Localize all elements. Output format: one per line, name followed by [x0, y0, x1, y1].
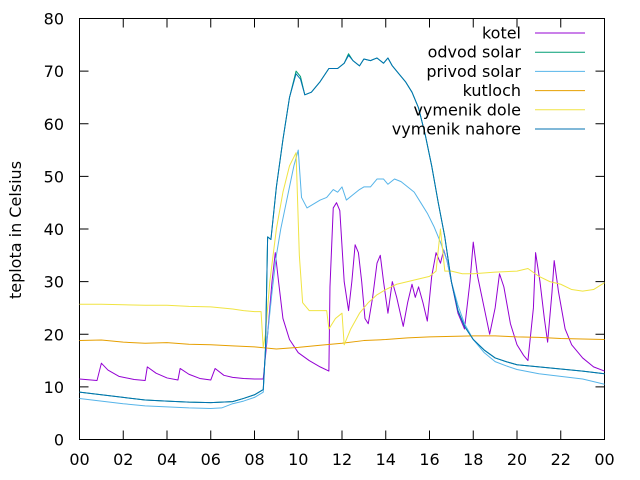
y-tick-label: 40 [44, 220, 64, 239]
series-line-privod-solar [79, 149, 605, 409]
x-tick-label: 00 [594, 450, 614, 469]
series-line-odvod-solar [79, 53, 605, 404]
x-tick-label: 10 [288, 450, 308, 469]
x-tick-label: 06 [201, 450, 221, 469]
y-tick-label: 10 [44, 378, 64, 397]
y-tick-label: 20 [44, 325, 64, 344]
y-tick-label: 50 [44, 167, 64, 186]
series-line-vymenik-nahore [79, 54, 605, 404]
x-tick-label: 02 [113, 450, 133, 469]
x-tick-label: 00 [69, 450, 89, 469]
series-layer [79, 53, 605, 409]
legend-label: kutloch [463, 81, 521, 100]
y-tick-label: 70 [44, 62, 64, 81]
x-tick-label: 14 [376, 450, 396, 469]
y-axis-label: teplota in Celsius [6, 161, 25, 299]
y-tick-label: 60 [44, 115, 64, 134]
legend-label: kotel [482, 24, 521, 43]
x-tick-label: 04 [157, 450, 177, 469]
legend-label: vymenik nahore [392, 120, 521, 139]
x-tick-label: 08 [244, 450, 264, 469]
plot-frame [79, 18, 605, 440]
x-tick-label: 12 [332, 450, 352, 469]
x-tick-label: 20 [507, 450, 527, 469]
legend-label: odvod solar [428, 43, 522, 62]
x-tick-label: 16 [419, 450, 439, 469]
series-line-vymenik-dole [79, 152, 605, 348]
legend-label: privod solar [426, 62, 521, 81]
x-tick-label: 22 [551, 450, 571, 469]
y-tick-label: 80 [44, 10, 64, 29]
y-tick-label: 0 [54, 431, 64, 450]
series-line-kotel [79, 202, 605, 382]
x-tick-label: 18 [463, 450, 483, 469]
axis-ticks: 0 10 20 30 40 50 60 70 80 00 02 04 06 08 10 12 14 16 18 20 2… [44, 10, 615, 470]
y-tick-label: 30 [44, 273, 64, 292]
series-line-kutloch [79, 335, 605, 350]
legend-label: vymenik dole [413, 100, 521, 119]
